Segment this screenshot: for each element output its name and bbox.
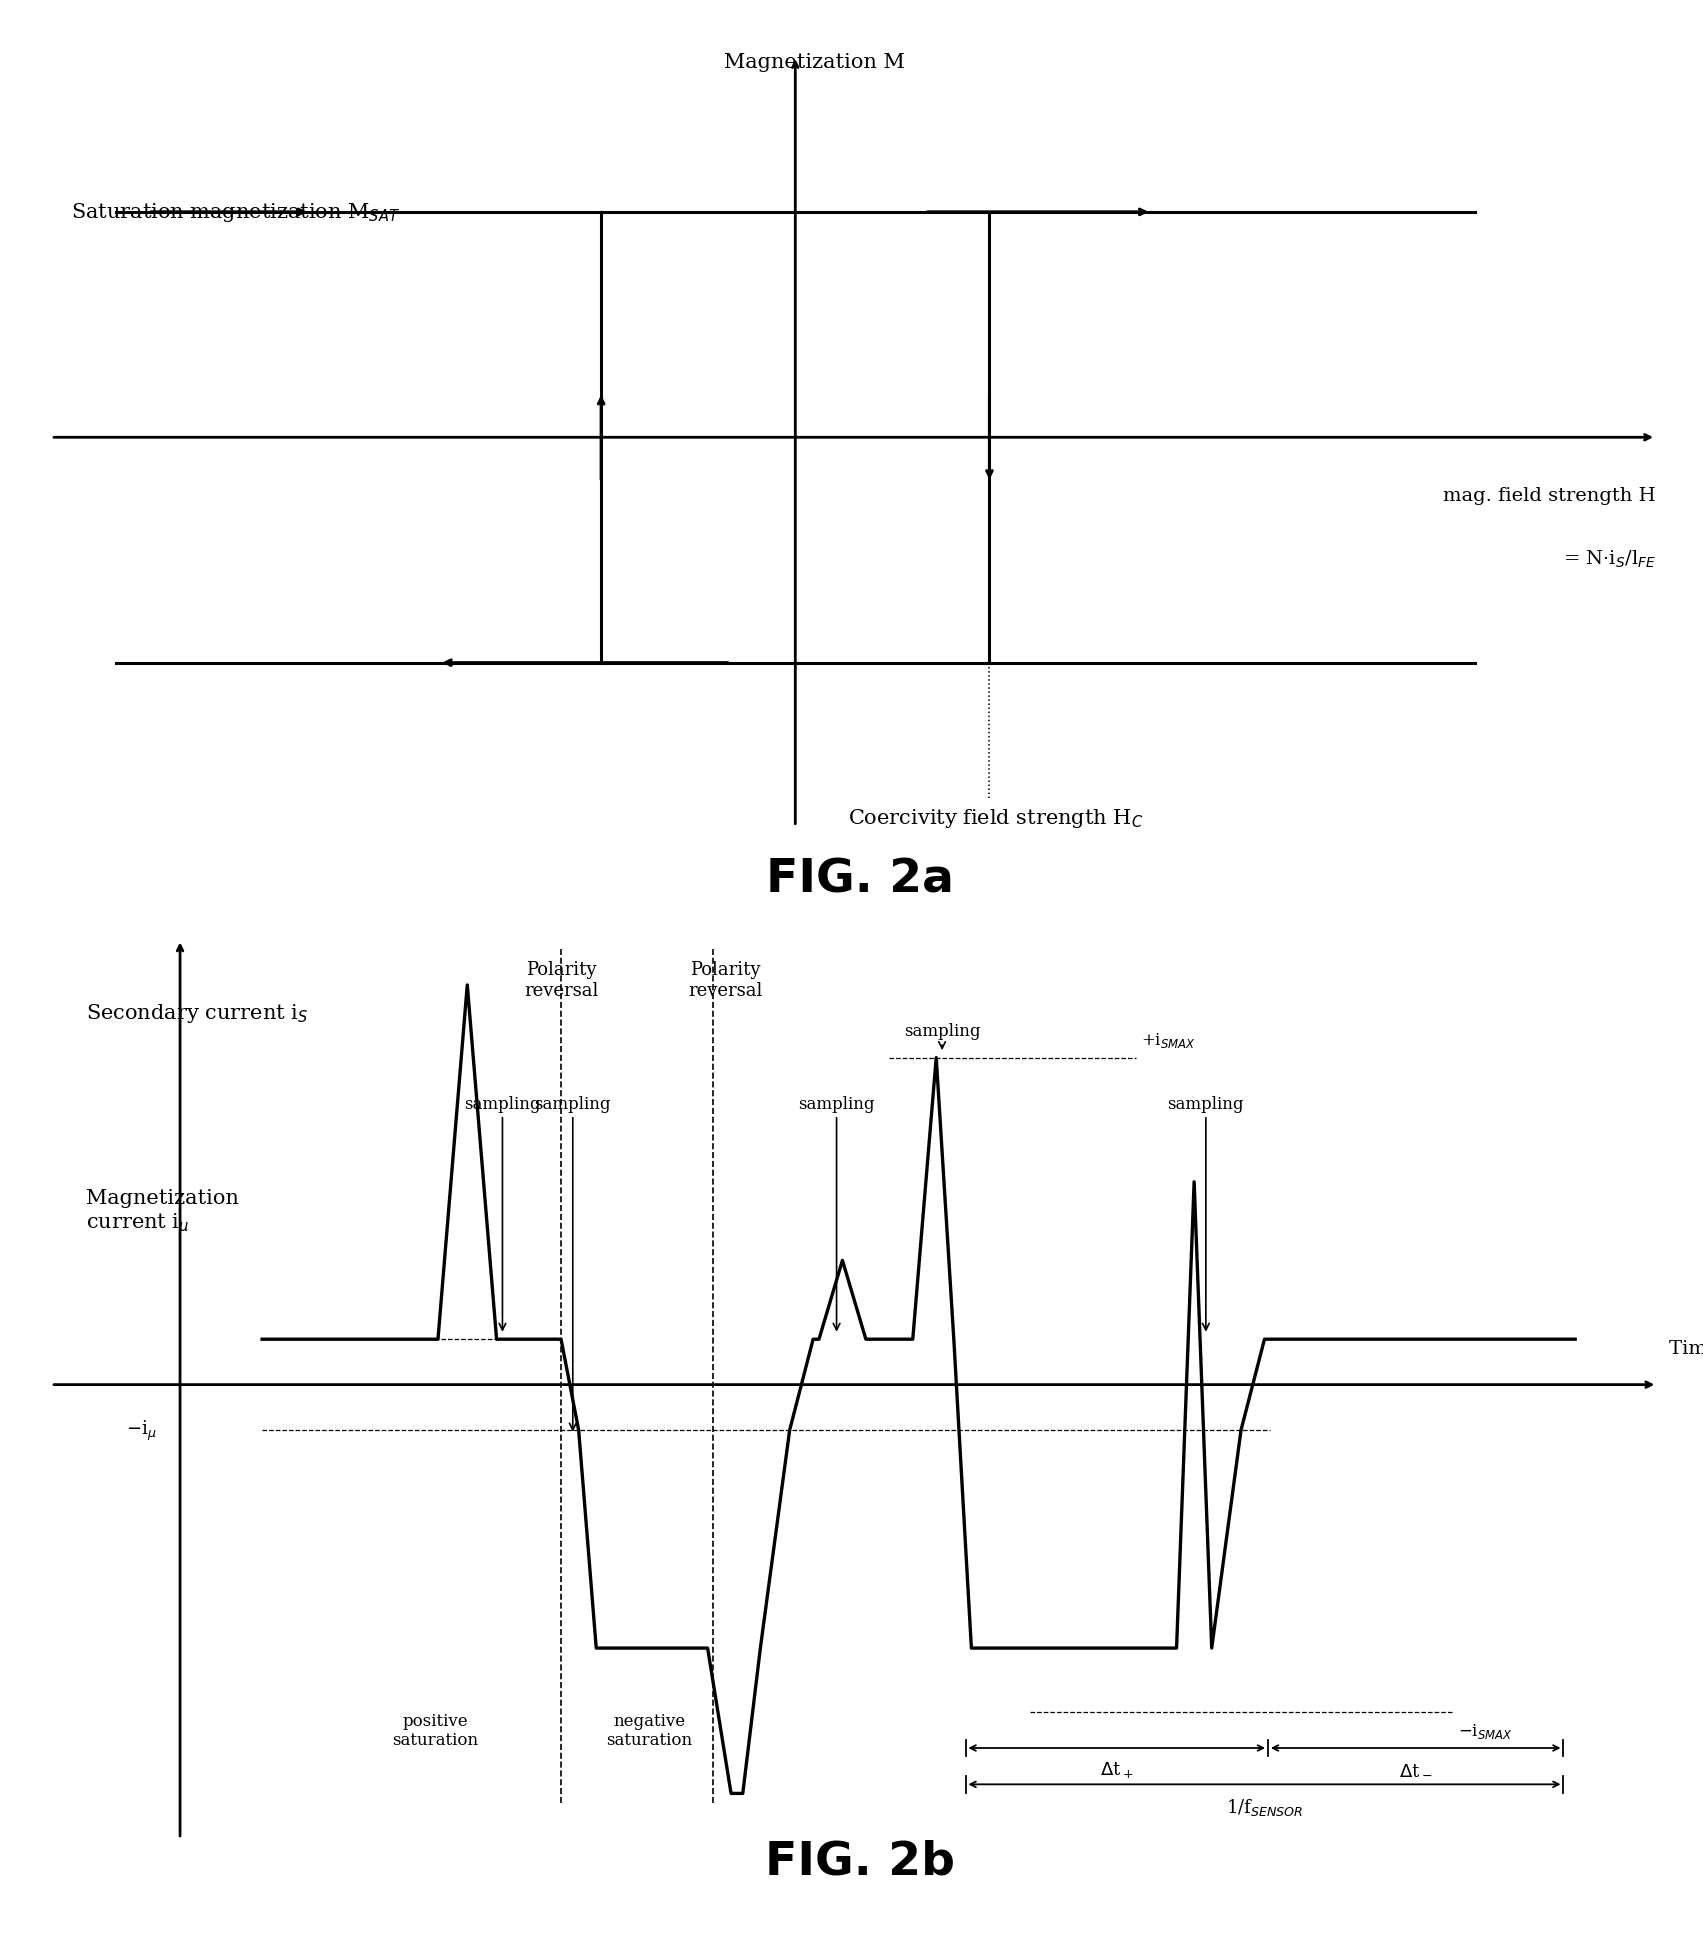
Text: Polarity
reversal: Polarity reversal [688, 961, 763, 1000]
Text: sampling: sampling [465, 1096, 540, 1331]
Text: +i$_{SMAX}$: +i$_{SMAX}$ [1141, 1029, 1197, 1049]
Text: FIG. 2b: FIG. 2b [765, 1840, 955, 1885]
Text: sampling: sampling [1168, 1096, 1245, 1331]
Text: $-$i$_\mu$: $-$i$_\mu$ [126, 1419, 157, 1442]
Text: sampling: sampling [799, 1096, 875, 1331]
Text: 1/f$_{SENSOR}$: 1/f$_{SENSOR}$ [1226, 1797, 1303, 1816]
Text: Time t: Time t [1669, 1341, 1703, 1358]
Text: FIG. 2a: FIG. 2a [766, 857, 954, 902]
Text: sampling: sampling [535, 1096, 611, 1431]
Text: $\Delta$t$_-$: $\Delta$t$_-$ [1398, 1759, 1432, 1777]
Text: $\Delta$t$_+$: $\Delta$t$_+$ [1100, 1759, 1134, 1779]
Text: Magnetization
current i$_\mu$: Magnetization current i$_\mu$ [87, 1188, 238, 1237]
Text: = N·i$_S$/l$_{FE}$: = N·i$_S$/l$_{FE}$ [1563, 548, 1655, 569]
Text: mag. field strength H: mag. field strength H [1444, 487, 1655, 505]
Text: Polarity
reversal: Polarity reversal [525, 961, 598, 1000]
Text: sampling: sampling [904, 1024, 981, 1049]
Text: positive
saturation: positive saturation [392, 1712, 479, 1748]
Text: $-$i$_{SMAX}$: $-$i$_{SMAX}$ [1458, 1720, 1512, 1740]
Text: Saturation magnetization M$_{SAT}$: Saturation magnetization M$_{SAT}$ [70, 202, 400, 225]
Text: Magnetization M: Magnetization M [724, 53, 904, 72]
Text: negative
saturation: negative saturation [606, 1712, 691, 1748]
Text: Coercivity field strength H$_C$: Coercivity field strength H$_C$ [848, 806, 1143, 830]
Text: Secondary current i$_S$: Secondary current i$_S$ [87, 1002, 308, 1024]
